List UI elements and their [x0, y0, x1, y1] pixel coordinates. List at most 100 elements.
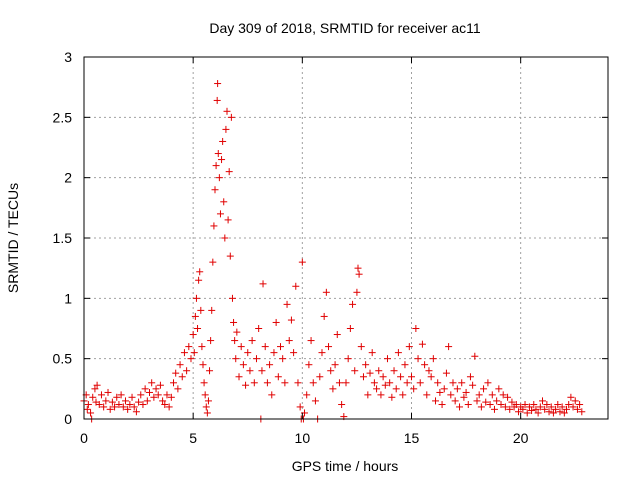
data-point — [429, 355, 437, 363]
data-point — [258, 367, 266, 375]
data-point — [128, 393, 136, 401]
data-point — [373, 385, 381, 393]
data-point — [187, 355, 195, 363]
data-point — [141, 385, 149, 393]
data-point — [167, 393, 175, 401]
data-point — [106, 405, 114, 413]
data-point — [449, 379, 457, 387]
data-point — [200, 379, 208, 387]
data-point — [484, 379, 492, 387]
data-point — [232, 355, 240, 363]
data-point — [320, 312, 328, 320]
y-tick-label: 1.5 — [53, 230, 73, 246]
data-point — [111, 403, 119, 411]
data-point — [408, 373, 415, 381]
data-point — [351, 367, 359, 375]
data-point — [143, 397, 151, 405]
data-point — [244, 349, 252, 357]
data-point — [466, 373, 474, 381]
data-point — [362, 361, 370, 369]
data-point — [318, 349, 326, 357]
data-point — [91, 385, 99, 393]
data-point — [210, 222, 218, 230]
data-point — [344, 355, 352, 363]
data-point — [333, 331, 341, 339]
data-point — [490, 405, 498, 413]
data-point — [499, 391, 507, 399]
data-point — [270, 349, 278, 357]
data-point — [311, 397, 319, 405]
x-tick-label: 20 — [513, 430, 529, 446]
data-point — [392, 385, 400, 393]
data-point — [209, 258, 217, 266]
data-point — [100, 403, 108, 411]
data-point — [203, 409, 211, 417]
data-point — [83, 405, 91, 413]
y-tick-label: 2 — [64, 170, 72, 186]
data-point — [394, 349, 402, 357]
data-point — [412, 325, 420, 332]
data-point — [154, 391, 162, 399]
data-point — [266, 361, 274, 369]
data-point — [301, 409, 309, 417]
data-point — [366, 369, 374, 377]
data-point — [237, 343, 245, 351]
data-point — [342, 379, 350, 387]
data-point — [294, 379, 302, 387]
data-point — [170, 379, 178, 387]
data-point — [87, 409, 95, 417]
data-point — [355, 270, 363, 278]
data-point — [563, 405, 571, 413]
data-point — [569, 403, 577, 411]
data-point — [543, 401, 551, 409]
data-point — [191, 312, 199, 320]
data-point — [549, 409, 557, 417]
data-point — [281, 379, 289, 387]
data-point — [180, 349, 188, 357]
data-point — [451, 397, 459, 405]
data-point — [196, 268, 204, 276]
y-tick-label: 2.5 — [53, 109, 73, 125]
data-point — [486, 401, 494, 409]
data-point — [224, 216, 232, 224]
y-axis-label: SRMTID / TECUs — [5, 183, 21, 293]
data-point — [388, 393, 396, 401]
data-point — [174, 385, 182, 393]
grid-layer — [84, 57, 608, 419]
data-point — [201, 391, 209, 399]
data-point — [194, 325, 202, 332]
data-point — [137, 391, 145, 399]
points-layer — [80, 80, 586, 423]
data-point — [130, 403, 138, 411]
data-point — [469, 381, 477, 389]
data-point — [139, 401, 147, 409]
data-point — [252, 355, 260, 363]
data-point — [248, 337, 256, 345]
data-point — [172, 369, 180, 377]
data-point — [198, 343, 206, 351]
data-point — [199, 361, 207, 369]
data-point — [410, 385, 418, 393]
data-point — [113, 393, 121, 401]
data-point — [399, 391, 407, 399]
x-tick-label: 10 — [295, 430, 311, 446]
data-point — [438, 401, 446, 409]
data-point — [353, 288, 361, 296]
data-point — [335, 379, 343, 387]
data-point — [121, 397, 129, 405]
data-point — [488, 391, 496, 399]
data-point — [421, 361, 429, 369]
data-point — [215, 174, 223, 182]
data-point — [287, 316, 295, 324]
data-point — [104, 388, 112, 396]
data-point — [255, 325, 263, 332]
data-point — [208, 306, 216, 314]
data-point — [386, 379, 394, 387]
data-point — [576, 401, 584, 409]
y-tick-label: 0.5 — [53, 351, 73, 367]
data-point — [197, 306, 205, 314]
data-point — [195, 276, 203, 284]
data-point — [447, 391, 455, 399]
data-point — [554, 401, 562, 409]
data-point — [219, 137, 227, 145]
